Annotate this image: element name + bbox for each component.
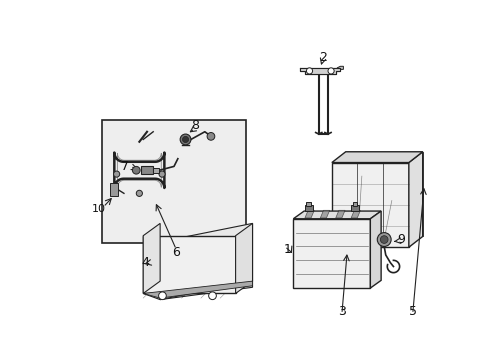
Text: 2: 2	[318, 50, 326, 64]
Polygon shape	[143, 236, 235, 293]
Bar	[153, 168, 159, 172]
Text: 10: 10	[91, 204, 105, 214]
Polygon shape	[331, 152, 422, 163]
Bar	[352, 202, 357, 206]
Circle shape	[158, 292, 166, 300]
Bar	[305, 205, 312, 211]
Text: 6: 6	[172, 246, 180, 259]
Circle shape	[180, 134, 190, 145]
Circle shape	[208, 292, 216, 300]
Circle shape	[182, 136, 188, 143]
Polygon shape	[320, 210, 329, 218]
Polygon shape	[143, 223, 160, 293]
Circle shape	[380, 236, 387, 243]
Bar	[350, 205, 358, 211]
Polygon shape	[408, 152, 422, 247]
Polygon shape	[331, 163, 408, 247]
Circle shape	[113, 171, 120, 177]
Text: 4: 4	[142, 256, 149, 269]
Polygon shape	[160, 223, 252, 300]
Polygon shape	[305, 210, 314, 218]
Polygon shape	[369, 211, 380, 288]
Circle shape	[306, 68, 312, 74]
Polygon shape	[337, 66, 343, 69]
Text: 1: 1	[283, 243, 290, 256]
Polygon shape	[235, 223, 252, 293]
Bar	[306, 202, 310, 206]
Text: 5: 5	[408, 305, 416, 318]
Polygon shape	[345, 152, 422, 237]
Bar	[110, 183, 118, 195]
Text: 3: 3	[337, 305, 345, 318]
Polygon shape	[350, 210, 360, 218]
Text: 7: 7	[121, 160, 129, 173]
Polygon shape	[143, 281, 252, 300]
Polygon shape	[143, 281, 252, 298]
Bar	[102, 120, 245, 243]
Polygon shape	[293, 211, 380, 219]
Circle shape	[136, 190, 142, 197]
Text: 8: 8	[190, 119, 199, 132]
Circle shape	[327, 68, 333, 74]
Circle shape	[132, 166, 140, 174]
Polygon shape	[335, 210, 345, 218]
Polygon shape	[293, 219, 369, 288]
Circle shape	[377, 233, 390, 247]
Circle shape	[207, 132, 214, 140]
Polygon shape	[300, 68, 340, 74]
Bar	[141, 166, 153, 174]
Text: 9: 9	[396, 233, 404, 246]
Circle shape	[159, 171, 165, 177]
